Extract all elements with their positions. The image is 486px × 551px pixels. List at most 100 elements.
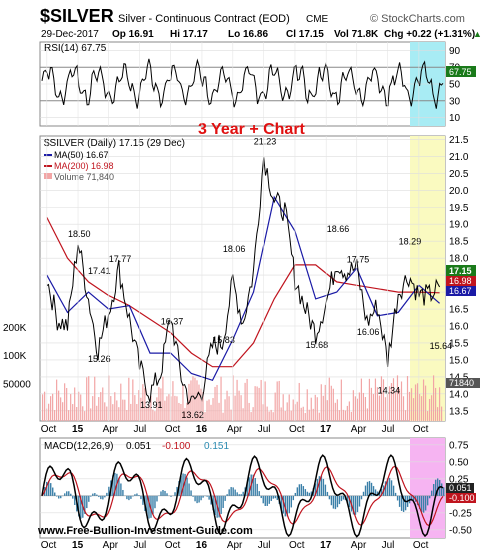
volume-bar xyxy=(374,378,377,421)
macd-signal-tag xyxy=(446,493,476,503)
volume-bar xyxy=(180,404,182,421)
close-value-tag xyxy=(446,265,476,276)
volume-bar xyxy=(96,405,98,421)
volume-bar xyxy=(124,399,126,421)
date-tick-label: 16 xyxy=(196,540,208,551)
volume-bar xyxy=(352,390,354,421)
rsi-tick-label: 10 xyxy=(449,113,461,124)
macd-hist-bar xyxy=(416,495,419,506)
macd-hist-bar xyxy=(422,495,425,513)
volume-bar xyxy=(56,379,58,421)
macd-hist-bar xyxy=(106,492,108,496)
rsi-value-text: 67.75 xyxy=(449,67,472,77)
volume-bar xyxy=(414,384,417,421)
macd-hist-bar xyxy=(200,495,202,501)
rsi-label: RSI(14) 67.75 xyxy=(44,43,107,54)
volume-bar xyxy=(136,404,138,421)
volume-bar xyxy=(276,381,278,421)
volume-bar xyxy=(94,376,96,421)
volume-bar xyxy=(320,384,322,421)
date-tick-label: Apr xyxy=(351,540,367,551)
date-tick-label: Apr xyxy=(227,540,243,551)
price-tick-label: 14.5 xyxy=(449,372,469,383)
macd-hist-bar xyxy=(148,495,150,519)
macd-hist-bar xyxy=(96,494,98,496)
volume-bar xyxy=(308,409,310,421)
volume-bar xyxy=(42,394,44,421)
macd-hist-bar xyxy=(230,487,232,496)
price-panel xyxy=(39,135,446,422)
date-tick-label: Oct xyxy=(165,424,181,435)
volume-bar xyxy=(102,387,104,421)
macd-hist-bar xyxy=(390,480,393,496)
macd-hist-bar xyxy=(176,486,178,496)
macd-hist-bar xyxy=(352,495,355,515)
volume-bar xyxy=(132,379,134,421)
date-tick-label: Oct xyxy=(289,424,305,435)
macd-hist-bar xyxy=(370,482,373,496)
price-tick-label: 16.0 xyxy=(449,322,469,333)
volume-bar xyxy=(212,398,214,421)
volume-bar xyxy=(340,379,342,421)
volume-bar xyxy=(336,399,338,421)
date-tick-label: 16 xyxy=(196,424,208,435)
volume-bar xyxy=(246,378,248,421)
volume-bar xyxy=(122,399,124,421)
volume-bar xyxy=(302,406,304,421)
macd-tick-label: 0.75 xyxy=(449,440,469,451)
macd-hist-bar xyxy=(290,495,293,508)
volume-bar xyxy=(440,406,443,421)
volume-bar xyxy=(322,395,324,421)
volume-bar xyxy=(200,388,202,421)
price-annotation-label: 15.83 xyxy=(212,335,235,345)
price-tick-label: 13.5 xyxy=(449,406,469,417)
macd-hist-bar xyxy=(162,490,164,496)
volume-bar xyxy=(326,400,328,421)
volume-bar xyxy=(356,398,358,421)
volume-bar xyxy=(262,404,264,421)
volume-bar xyxy=(306,389,308,421)
ma50-value-tag xyxy=(446,286,476,296)
volume-bar xyxy=(318,412,320,421)
volume-bar xyxy=(432,375,435,421)
macd-hist-bar xyxy=(402,495,405,512)
macd-hist-bar xyxy=(218,495,220,518)
volume-bar xyxy=(362,392,364,421)
macd-hist-bar xyxy=(436,478,439,496)
volume-bar xyxy=(330,385,332,421)
macd-hist-bar xyxy=(164,490,166,496)
rsi-axis: 9070503010 xyxy=(449,46,461,124)
macd-hist-bar xyxy=(364,485,367,496)
volume-bar xyxy=(438,387,441,421)
volume-bar xyxy=(204,412,206,421)
macd-hist-bar xyxy=(152,495,154,515)
macd-hist-bar xyxy=(374,489,377,496)
price-tick-label: 14.0 xyxy=(449,389,469,400)
ma200-line xyxy=(46,217,440,368)
macd-hist-bar xyxy=(386,478,389,496)
change-up-arrow: ▲ xyxy=(473,29,482,39)
macd-line xyxy=(41,454,444,538)
volume-bar xyxy=(72,404,74,421)
volume-bar xyxy=(364,396,367,421)
date-axis: Oct 15 Apr Jul Oct 16 Apr Jul Oct 17 Apr Jul Oct xyxy=(41,42,429,538)
volume-bar xyxy=(98,397,100,421)
volume-bar xyxy=(158,387,160,421)
volume-bar xyxy=(280,407,282,421)
volume-bar xyxy=(256,386,258,421)
volume-bar xyxy=(338,410,340,421)
macd-hist-bar xyxy=(66,491,68,496)
volume-bar xyxy=(228,396,230,421)
volume-bar xyxy=(82,406,84,421)
macd-hist-bar xyxy=(366,481,369,496)
macd-hist-bar xyxy=(90,495,92,497)
legend-volume: Volume 71,840 xyxy=(54,172,114,182)
volume-bar xyxy=(348,401,350,421)
macd-tick-label: -0.50 xyxy=(449,525,472,536)
volume-bar xyxy=(388,386,391,421)
macd-hist-bar xyxy=(88,495,90,502)
volume-bar xyxy=(144,388,146,421)
price-tick-label: 19.5 xyxy=(449,203,469,214)
volume-bar xyxy=(62,402,64,421)
macd-hist-bar xyxy=(72,495,74,499)
